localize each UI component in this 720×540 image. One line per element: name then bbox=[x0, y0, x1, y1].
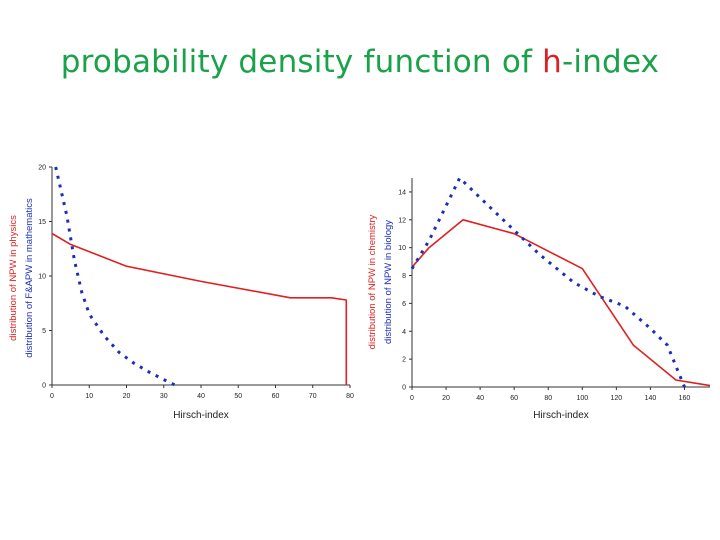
y-axis-label-solid-series: distribution of NPW in chemistry bbox=[367, 214, 378, 349]
chart-physics-mathematics: 0 10 20 30 40 50 60 70 80 0 5 10 15 20 Hirsch-index dis… bbox=[8, 165, 354, 422]
y-tick-label: 4 bbox=[402, 329, 406, 336]
series-line-dotted bbox=[410, 176, 686, 388]
x-tick-label: 20 bbox=[123, 393, 131, 400]
x-tick-label: 70 bbox=[309, 393, 317, 400]
y-tick-label: 14 bbox=[398, 189, 406, 196]
series-line-solid bbox=[411, 218, 711, 387]
x-tick-label: 30 bbox=[160, 393, 168, 400]
x-tick-label: 10 bbox=[85, 393, 93, 400]
y-tick-label: 5 bbox=[42, 328, 46, 335]
x-tick-label: 60 bbox=[272, 393, 280, 400]
y-axis-label-solid-series: distribution of NPW in physics bbox=[8, 215, 19, 341]
x-tick-label: 80 bbox=[544, 395, 552, 402]
y-tick-label: 2 bbox=[402, 357, 406, 364]
chart-chemistry-biology: 0 20 40 60 80 100 120 140 160 0 2 4 6 8 10 12 14 Hirsch-i… bbox=[367, 176, 711, 421]
y-tick-label: 12 bbox=[398, 217, 406, 224]
y-tick-label: 0 bbox=[402, 385, 406, 392]
title-prefix: probability density function of bbox=[60, 44, 543, 80]
y-axis-label-dotted-series: distribution of F&APW in mathematics bbox=[24, 198, 35, 358]
x-tick-label: 40 bbox=[476, 395, 484, 402]
y-tick-label: 10 bbox=[38, 274, 46, 281]
x-tick-label: 50 bbox=[234, 393, 242, 400]
x-tick-label: 120 bbox=[610, 395, 622, 402]
x-axis-label: Hirsch-index bbox=[533, 410, 589, 421]
slide-title: probability density function of h-index bbox=[0, 44, 720, 80]
y-tick-label: 0 bbox=[42, 383, 46, 390]
x-tick-label: 60 bbox=[510, 395, 518, 402]
series-line-solid bbox=[51, 232, 348, 385]
x-tick-label: 20 bbox=[442, 395, 450, 402]
y-tick-label: 10 bbox=[398, 245, 406, 252]
x-tick-label: 40 bbox=[197, 393, 205, 400]
x-axis-label: Hirsch-index bbox=[173, 410, 229, 421]
x-tick-label: 80 bbox=[346, 393, 354, 400]
x-tick-label: 160 bbox=[679, 395, 691, 402]
y-tick-label: 20 bbox=[38, 165, 46, 172]
x-tick-label: 0 bbox=[50, 393, 54, 400]
title-highlight: h bbox=[542, 44, 563, 80]
x-tick-label: 100 bbox=[576, 395, 588, 402]
title-suffix: -index bbox=[562, 44, 660, 80]
y-tick-label: 15 bbox=[38, 219, 46, 226]
y-tick-label: 6 bbox=[402, 301, 406, 308]
series-line-dotted bbox=[54, 166, 176, 387]
x-tick-label: 0 bbox=[410, 395, 414, 402]
x-tick-label: 140 bbox=[645, 395, 657, 402]
y-tick-label: 8 bbox=[402, 273, 406, 280]
y-axis-label-dotted-series: distribution of NPW in biology bbox=[383, 220, 394, 344]
